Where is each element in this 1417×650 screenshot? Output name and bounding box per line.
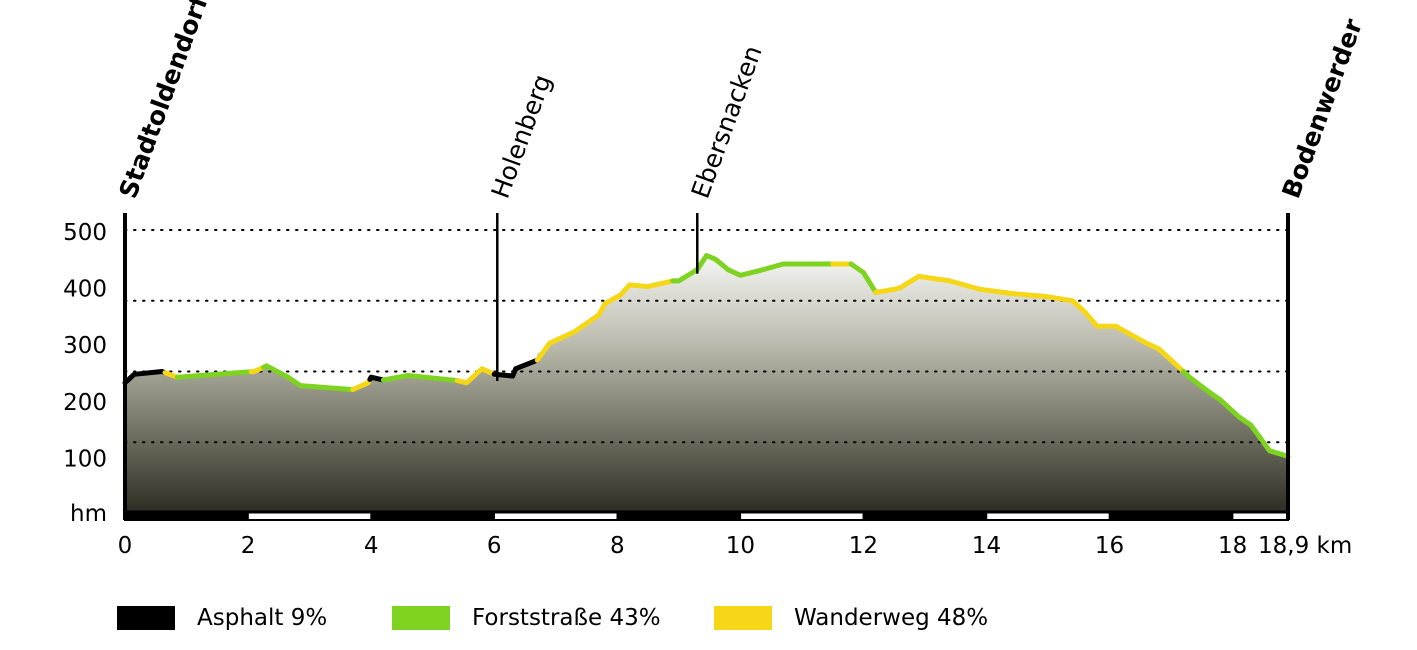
y-tick-label-200: 200 xyxy=(63,390,107,416)
y-axis-label: hm xyxy=(70,501,107,527)
x-tick-label-18: 18 xyxy=(1218,533,1247,559)
x-tick-label-0: 0 xyxy=(118,533,133,559)
x-tick-label-4: 4 xyxy=(364,533,379,559)
y-tick-label-100: 100 xyxy=(63,446,107,472)
legend-swatch-forststrasse xyxy=(392,606,450,630)
surface-segment-8 xyxy=(454,366,497,386)
surface-segment-2 xyxy=(174,369,254,380)
x-tick-label-16: 16 xyxy=(1095,533,1124,559)
legend-label-asphalt: Asphalt 9% xyxy=(197,605,328,631)
x-axis-end-label: 18,9 km xyxy=(1258,533,1352,559)
surface-segment-7 xyxy=(380,373,460,384)
x-tick-label-10: 10 xyxy=(726,533,755,559)
surface-segment-15 xyxy=(1180,369,1291,459)
elevation-profile-chart: 100 200 300 400 500 hm 0 2 4 6 8 10 12 14 16 18 18,9 km S… xyxy=(63,0,1368,559)
surface-segment-4 xyxy=(261,363,356,393)
surface-segment-13 xyxy=(848,261,879,295)
waypoint-label-ebersnacken: Ebersnacken xyxy=(686,42,768,202)
x-tick-label-12: 12 xyxy=(849,533,878,559)
legend-item-wanderweg: Wanderweg 48% xyxy=(714,604,988,632)
elevation-area xyxy=(125,255,1288,513)
waypoint-label-stadtoldendorf: Stadtoldendorf xyxy=(113,0,214,202)
legend-item-asphalt: Asphalt 9% xyxy=(117,604,327,632)
surface-segment-10 xyxy=(534,278,676,363)
surface-segment-11 xyxy=(670,253,836,284)
legend-item-forststrasse: Forststraße 43% xyxy=(392,604,661,632)
surface-segment-9 xyxy=(491,357,540,379)
waypoint-label-bodenwerder: Bodenwerder xyxy=(1276,14,1368,202)
surface-segment-3 xyxy=(248,364,266,375)
legend: Asphalt 9% Forststraße 43% Wanderweg 48% xyxy=(0,604,1417,634)
x-tick-label-6: 6 xyxy=(487,533,502,559)
legend-swatch-wanderweg xyxy=(714,606,772,630)
legend-swatch-asphalt xyxy=(117,606,175,630)
x-tick-label-14: 14 xyxy=(972,533,1001,559)
y-tick-label-500: 500 xyxy=(63,220,107,246)
waypoint-label-holenberg: Holenberg xyxy=(486,71,557,202)
x-tick-label-2: 2 xyxy=(241,533,256,559)
x-tick-label-8: 8 xyxy=(610,533,625,559)
y-tick-label-400: 400 xyxy=(63,277,107,303)
surface-segment-14 xyxy=(873,273,1186,374)
surface-segment-6 xyxy=(367,374,386,383)
legend-label-forststrasse: Forststraße 43% xyxy=(472,605,661,631)
y-tick-label-300: 300 xyxy=(63,333,107,359)
legend-label-wanderweg: Wanderweg 48% xyxy=(794,605,989,631)
